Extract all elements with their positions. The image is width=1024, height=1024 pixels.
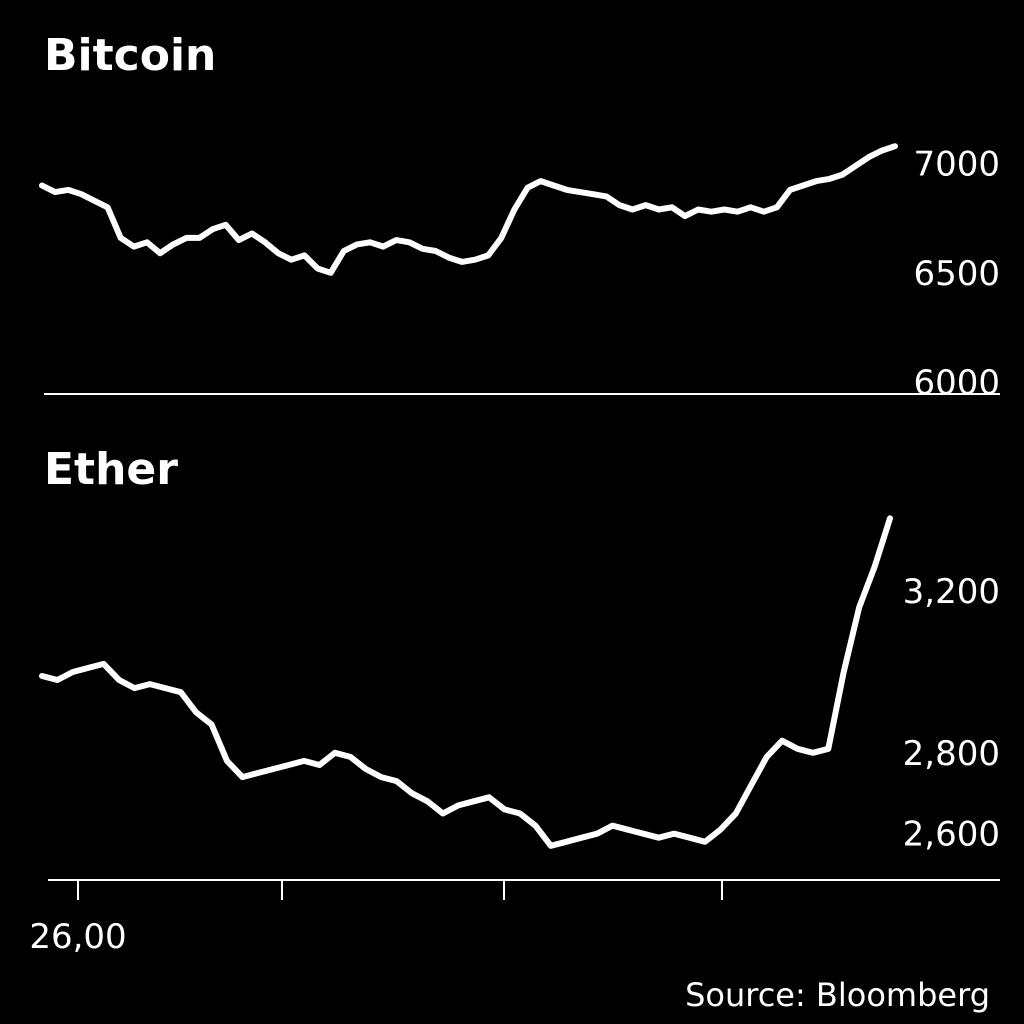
bitcoin-title: Bitcoin (44, 30, 216, 81)
x-axis-ticks (77, 880, 723, 900)
source-note: Source: Bloomberg (685, 976, 990, 1014)
bitcoin-panel: 7000 6500 6000 (39, 143, 1000, 403)
bitcoin-price-line (39, 143, 898, 276)
ether-panel: 3,200 2,800 2,600 (39, 515, 1000, 855)
ether-y-tick-label: 2,600 (903, 815, 1000, 855)
bitcoin-y-tick-label: 6000 (913, 363, 1000, 403)
bitcoin-y-tick-label: 7000 (913, 145, 1000, 185)
ether-y-tick-label: 2,800 (903, 734, 1000, 774)
x-tick-label: 26,00 (29, 917, 126, 957)
ether-price-line (39, 515, 893, 849)
bitcoin-y-tick-label: 6500 (913, 254, 1000, 294)
ether-title: Ether (44, 444, 178, 495)
ether-y-tick-label: 3,200 (903, 572, 1000, 612)
